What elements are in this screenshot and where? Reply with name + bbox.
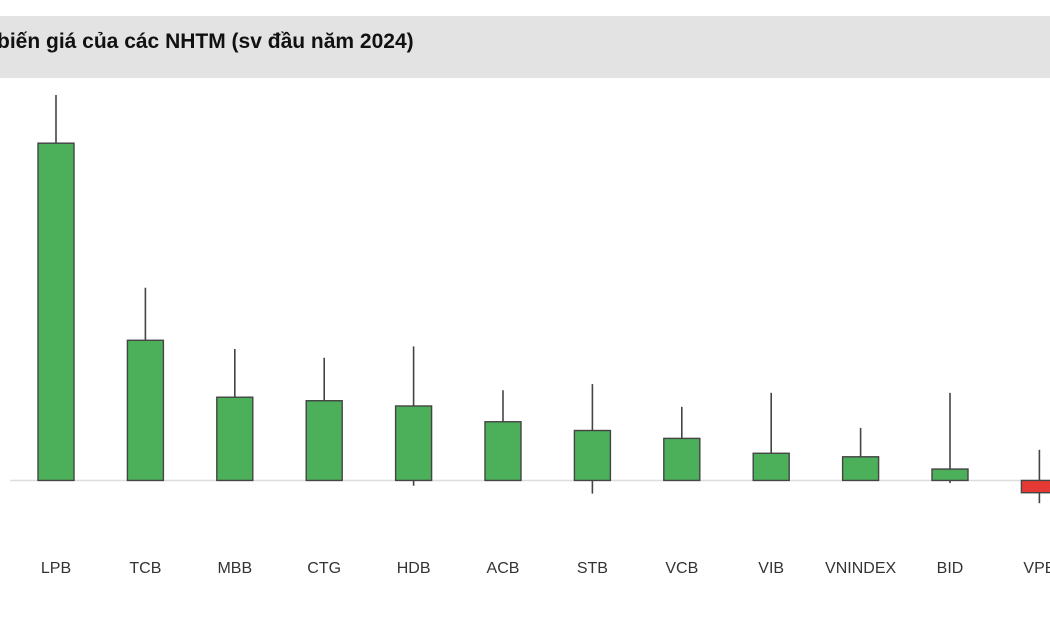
candle-bid: [931, 468, 969, 482]
candle-vpb: [1020, 479, 1050, 494]
x-label-mbb: MBB: [217, 560, 252, 577]
candle-vnindex: [841, 456, 880, 482]
x-label-stb: STB: [577, 560, 608, 577]
candle-stb: [573, 429, 612, 482]
chart-title: biến giá của các NHTM (sv đầu năm 2024): [0, 30, 414, 53]
x-label-bid: BID: [937, 560, 964, 577]
x-label-vcb: VCB: [665, 560, 698, 577]
candle-acb: [484, 421, 522, 482]
x-label-vpb: VPB: [1023, 560, 1050, 577]
candle-tcb: [126, 339, 165, 482]
x-axis-labels: LPB TCB MBB CTG HDB ACB STB VCB VIB VNINDEX BID VPB: [41, 560, 1050, 577]
candle-lpb: [37, 142, 75, 482]
chart-title-band: biến giá của các NHTM (sv đầu năm 2024): [0, 16, 1050, 78]
x-label-acb: ACB: [487, 560, 520, 577]
x-label-lpb: LPB: [41, 560, 71, 577]
candle-hdb: [394, 405, 433, 482]
candle-ctg: [305, 400, 343, 482]
x-label-vnindex: VNINDEX: [825, 560, 896, 577]
x-label-hdb: HDB: [397, 560, 431, 577]
x-label-ctg: CTG: [307, 560, 341, 577]
candle-vib: [752, 452, 790, 482]
candle-vcb: [663, 437, 701, 482]
x-label-tcb: TCB: [129, 560, 161, 577]
x-label-vib: VIB: [758, 560, 784, 577]
candle-mbb: [216, 396, 254, 482]
candles-group: [37, 95, 1050, 504]
